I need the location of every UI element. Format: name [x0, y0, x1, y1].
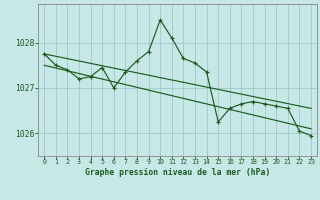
- X-axis label: Graphe pression niveau de la mer (hPa): Graphe pression niveau de la mer (hPa): [85, 168, 270, 177]
